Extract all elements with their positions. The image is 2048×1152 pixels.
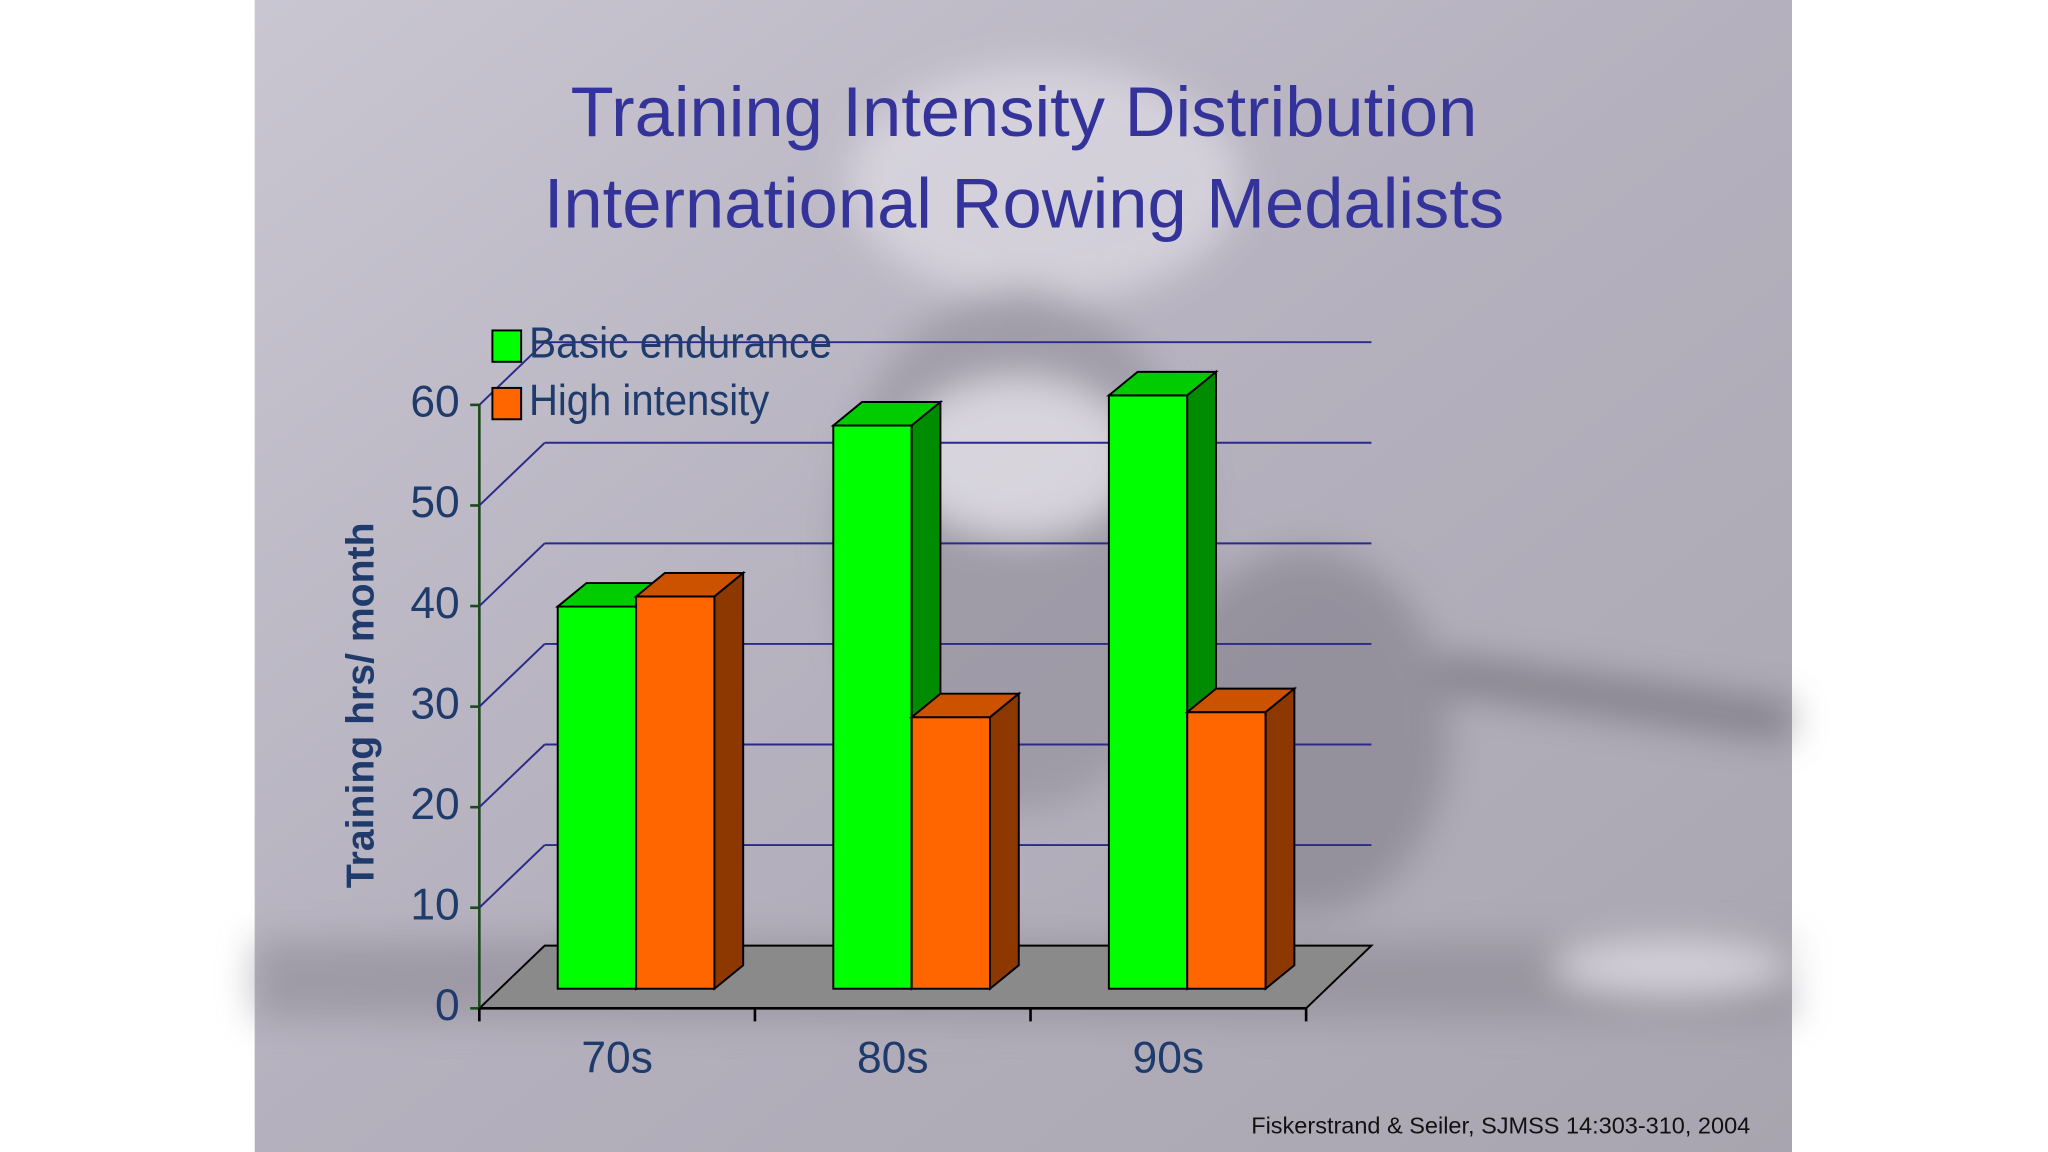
y-tick-label: 30: [410, 679, 459, 728]
legend-label: Basic endurance: [529, 320, 832, 368]
bar: [633, 570, 746, 991]
source-note: Fiskerstrand & Seiler, SJMSS 14:303-310,…: [1251, 1112, 1750, 1138]
chart-title: International Rowing Medalists: [544, 164, 1504, 243]
bar-front: [832, 424, 913, 990]
legend-swatch: [491, 386, 523, 421]
bar: [1184, 686, 1298, 991]
bar-side: [713, 570, 745, 991]
legend-label: High intensity: [529, 377, 770, 425]
bar: [1106, 369, 1219, 991]
bar-front: [1107, 394, 1189, 990]
grid-line: [478, 341, 546, 406]
y-tick-label: 10: [410, 880, 459, 929]
grid-line: [478, 542, 546, 607]
grid-line: [478, 844, 546, 909]
chart-title: Training Intensity Distribution: [571, 72, 1478, 151]
y-tick-label: 0: [435, 981, 460, 1030]
grid-line: [478, 442, 546, 507]
bar-front: [556, 605, 638, 990]
bar: [908, 691, 1022, 991]
legend-swatch: [491, 329, 523, 363]
x-tick-label: 80s: [857, 1033, 929, 1082]
bar-side: [1264, 686, 1296, 991]
bar-side: [989, 691, 1020, 991]
y-axis-label: Training hrs/ month: [339, 522, 382, 888]
bar-front: [635, 595, 716, 990]
plot: 0 10 20 30 40 50 60 70s 80s 90s Basic endurance Hig…: [410, 320, 1372, 1082]
bar-front: [910, 716, 992, 990]
grid-line: [478, 743, 546, 808]
y-tick-label: 40: [410, 579, 459, 628]
x-tick-label: 90s: [1133, 1033, 1205, 1082]
y-tick-label: 20: [410, 780, 459, 829]
y-tick-label: 60: [410, 378, 459, 427]
x-tick-label: 70s: [581, 1033, 653, 1082]
grid-line: [478, 643, 546, 708]
bar-front: [1186, 711, 1267, 990]
y-tick-label: 50: [410, 478, 459, 527]
